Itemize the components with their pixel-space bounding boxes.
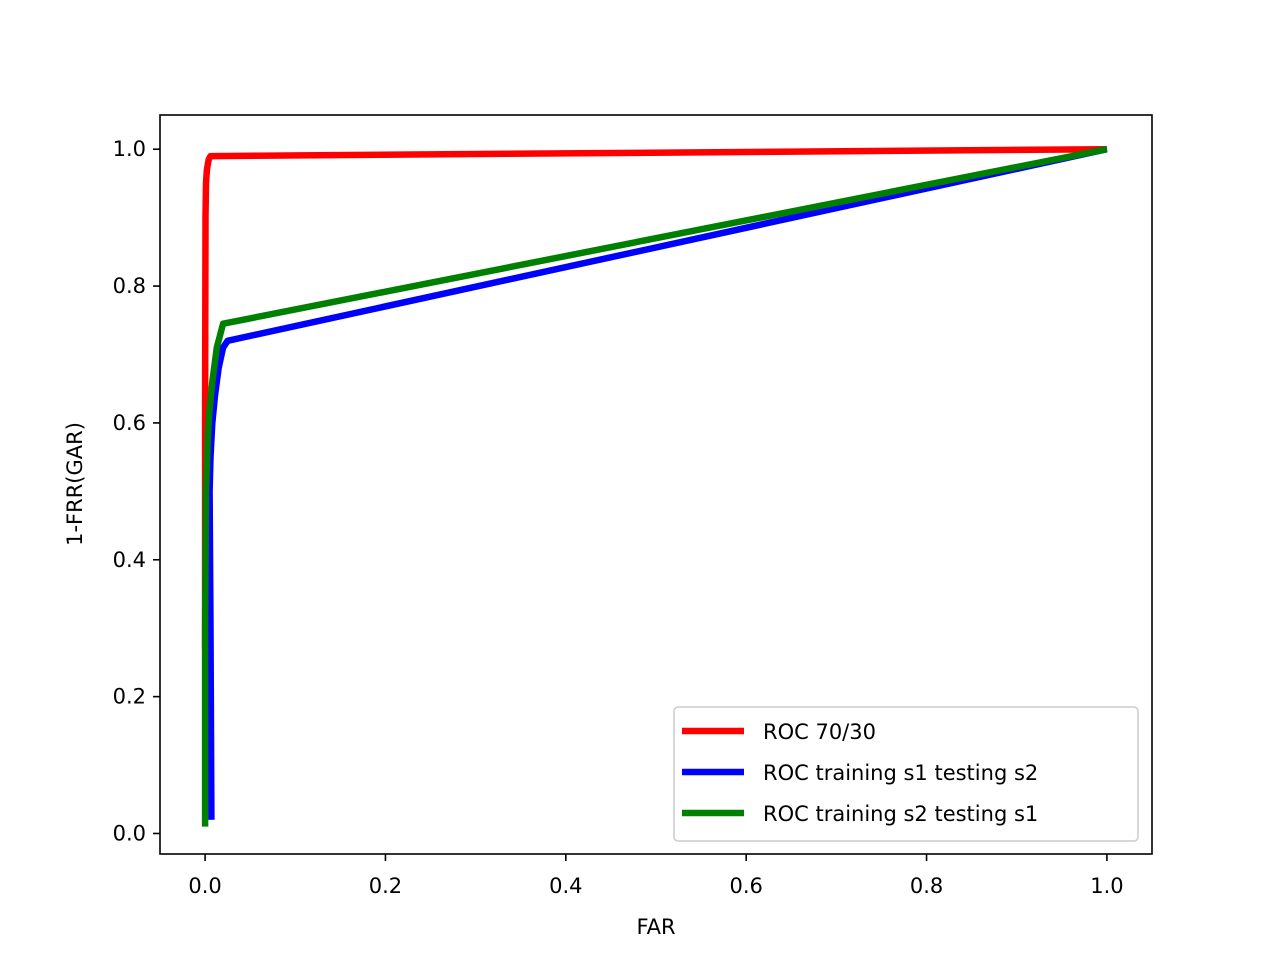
x-axis-ticks: 0.0 0.2 0.4 0.6 0.8 1.0 [188, 854, 1124, 898]
x-tick-label: 0.6 [729, 874, 762, 898]
x-tick-label: 0.2 [369, 874, 402, 898]
y-tick-label: 0.8 [113, 274, 146, 298]
legend-box [673, 706, 1139, 842]
x-tick-label: 0.0 [188, 874, 221, 898]
plot-frame [159, 114, 1153, 855]
y-axis-ticks: 0.0 0.2 0.4 0.6 0.8 1.0 [113, 137, 160, 845]
legend-label-2: ROC training s1 testing s2 [763, 761, 1038, 785]
legend-label-3: ROC training s2 testing s1 [763, 802, 1038, 826]
x-tick-label: 0.8 [910, 874, 943, 898]
x-axis-label: FAR [636, 915, 675, 939]
y-axis-label: 1-FRR(GAR) [63, 422, 87, 546]
series-layer [201, 145, 1108, 827]
series-line-3 [201, 146, 1108, 827]
y-tick-label: 0.4 [113, 548, 146, 572]
x-tick-label: 1.0 [1090, 874, 1123, 898]
x-tick-label: 0.4 [549, 874, 582, 898]
y-tick-label: 1.0 [113, 137, 146, 161]
series-line-2 [206, 146, 1108, 820]
series-line-1 [201, 145, 1107, 649]
y-tick-label: 0.6 [113, 411, 146, 435]
y-tick-label: 0.0 [113, 821, 146, 845]
legend-label-1: ROC 70/30 [763, 720, 876, 744]
legend: ROC 70/30 ROC training s1 testing s2 ROC t… [673, 706, 1139, 842]
y-tick-label: 0.2 [113, 685, 146, 709]
